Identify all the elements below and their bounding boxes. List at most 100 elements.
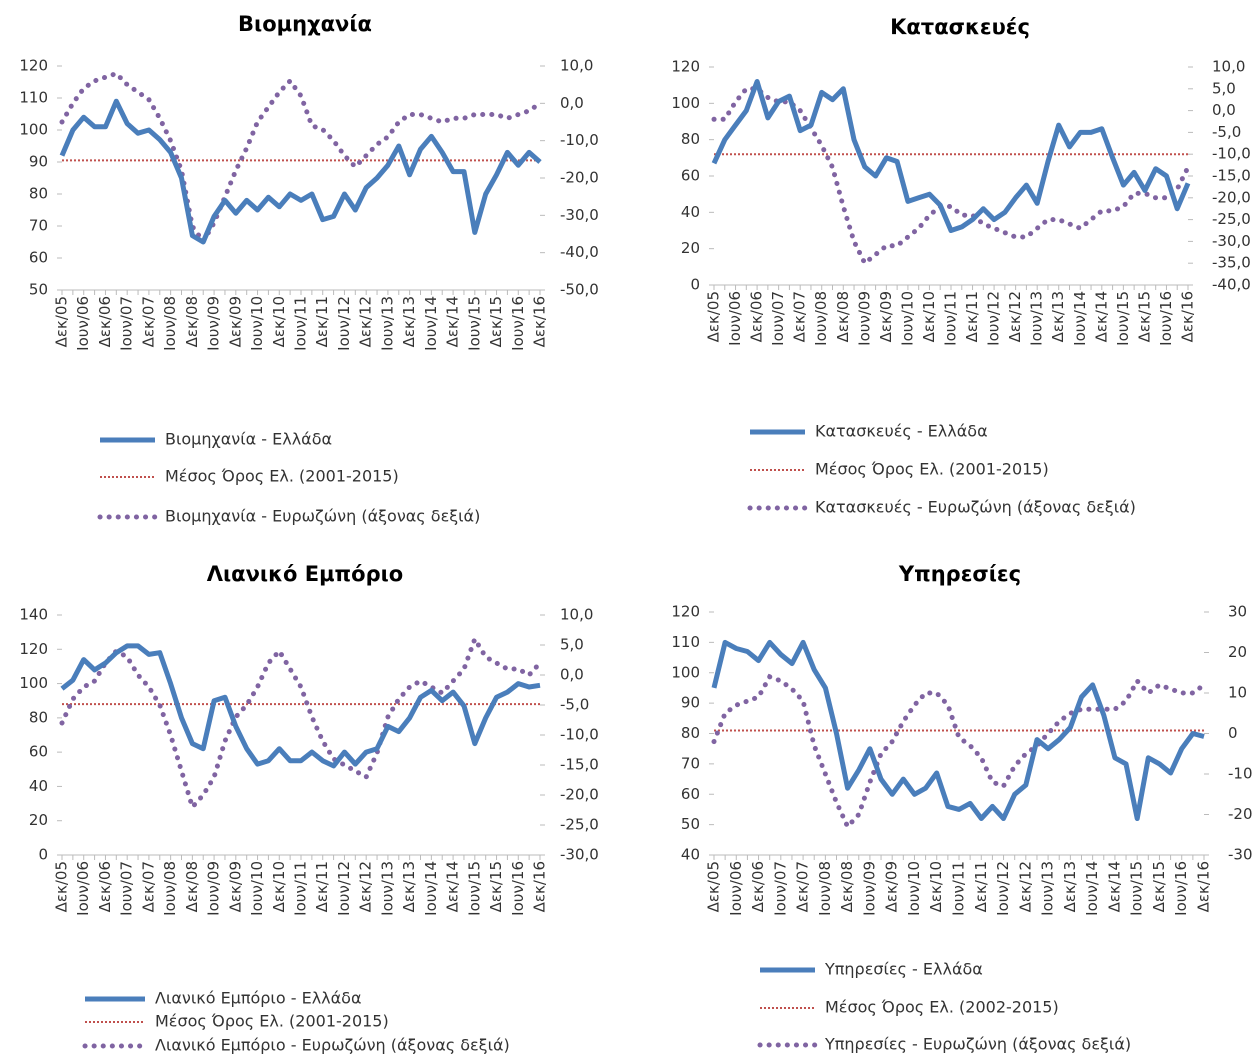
chart-title: Λιανικό Εμπόριο xyxy=(207,562,404,586)
y-tick-label: 90 xyxy=(681,694,700,712)
series-line xyxy=(59,633,543,812)
x-tick-label: Δεκ/06 xyxy=(96,296,114,347)
x-tick-label: Δεκ/13 xyxy=(400,861,418,912)
x-tick-label: Δεκ/10 xyxy=(920,291,938,342)
x-tick-label: Ιουν/11 xyxy=(292,861,310,916)
x-tick-label: Δεκ/13 xyxy=(1061,861,1079,912)
series-line xyxy=(711,639,1205,821)
chart-title: Βιομηχανία xyxy=(238,12,372,36)
y-tick-label: 110 xyxy=(19,89,48,107)
x-tick-label: Ιουν/16 xyxy=(1172,861,1190,916)
x-tick-label: Δεκ/12 xyxy=(1016,861,1034,912)
x-tick-label: Ιουν/13 xyxy=(1028,291,1046,346)
y2-tick-label: 0,0 xyxy=(560,94,584,112)
y2-tick-label: -10,0 xyxy=(560,131,599,149)
x-tick-label: Ιουν/06 xyxy=(74,861,92,916)
y-tick-label: 110 xyxy=(671,633,700,651)
x-tick-label: Δεκ/15 xyxy=(487,861,505,912)
x-tick-label: Δεκ/14 xyxy=(1092,291,1110,342)
legend-label: Υπηρεσίες - Ευρωζώνη (άξονας δεξιά) xyxy=(824,1035,1131,1054)
y-tick-label: 20 xyxy=(29,811,48,829)
y2-tick-label: -30 xyxy=(1228,846,1253,864)
x-tick-label: Ιουν/16 xyxy=(1157,291,1175,346)
x-tick-label: Δεκ/07 xyxy=(794,861,812,912)
legend-label: Βιομηχανία - Ελλάδα xyxy=(165,430,332,449)
y-tick-label: 60 xyxy=(681,785,700,803)
x-tick-label: Ιουν/11 xyxy=(292,296,310,351)
x-tick-label: Ιουν/14 xyxy=(1083,861,1101,916)
chart-title: Υπηρεσίες xyxy=(898,562,1021,586)
x-tick-label: Ιουν/07 xyxy=(769,291,787,346)
series-line xyxy=(711,673,1207,832)
y2-tick-label: -20,0 xyxy=(560,786,599,804)
x-tick-label: Δεκ/05 xyxy=(705,861,723,912)
y-tick-label: 100 xyxy=(671,663,700,681)
y-tick-label: 70 xyxy=(29,217,48,235)
x-tick-label: Ιουν/10 xyxy=(248,296,266,351)
x-tick-label: Δεκ/10 xyxy=(270,296,288,347)
x-tick-label: Δεκ/06 xyxy=(96,861,114,912)
y-tick-label: 100 xyxy=(671,94,700,112)
y2-tick-label: -15,0 xyxy=(560,756,599,774)
x-tick-label: Δεκ/07 xyxy=(139,861,157,912)
chart-panel: Υπηρεσίες 40 50 60 70 80 90 100 110 120 -30 -20 -10 0… xyxy=(671,562,1252,1054)
x-tick-label: Δεκ/05 xyxy=(53,861,71,912)
x-tick-label: Δεκ/14 xyxy=(1105,861,1123,912)
x-tick-label: Ιουν/12 xyxy=(335,296,353,351)
x-tick-label: Ιουν/10 xyxy=(905,861,923,916)
x-tick-label: Δεκ/08 xyxy=(183,296,201,347)
y-tick-label: 60 xyxy=(29,743,48,761)
x-tick-label: Δεκ/16 xyxy=(531,861,549,912)
x-tick-label: Δεκ/13 xyxy=(400,296,418,347)
x-tick-label: Δεκ/12 xyxy=(357,296,375,347)
y2-tick-label: -40,0 xyxy=(560,243,599,261)
y-tick-label: 0 xyxy=(38,846,48,864)
y2-tick-label: -30,0 xyxy=(1212,232,1251,250)
series-line xyxy=(711,79,1191,233)
x-tick-label: Ιουν/12 xyxy=(994,861,1012,916)
legend-label: Λιανικό Εμπόριο - Ελλάδα xyxy=(155,989,362,1008)
y-tick-label: 40 xyxy=(681,846,700,864)
y2-tick-label: 0 xyxy=(1228,724,1238,742)
legend-label: Υπηρεσίες - Ελλάδα xyxy=(824,960,983,979)
y-tick-label: 80 xyxy=(681,130,700,148)
chart-panel: Κατασκευές 0 20 40 60 80 100 120 -40,0 -35,0 -30,0… xyxy=(671,15,1250,517)
y2-tick-label: 0,0 xyxy=(560,666,584,684)
x-tick-label: Ιουν/15 xyxy=(1128,861,1146,916)
x-tick-label: Δεκ/15 xyxy=(487,296,505,347)
x-tick-label: Δεκ/06 xyxy=(748,291,766,342)
x-tick-label: Δεκ/09 xyxy=(226,296,244,347)
x-tick-label: Ιουν/09 xyxy=(855,291,873,346)
legend-label: Κατασκευές - Ευρωζώνη (άξονας δεξιά) xyxy=(815,498,1136,517)
x-tick-label: Δεκ/12 xyxy=(357,861,375,912)
x-tick-label: Ιουν/13 xyxy=(378,861,396,916)
y2-tick-label: -10 xyxy=(1228,765,1253,783)
y-tick-label: 120 xyxy=(671,58,700,76)
x-tick-label: Δεκ/14 xyxy=(444,861,462,912)
x-tick-label: Δεκ/14 xyxy=(444,296,462,347)
legend-label: Μέσος Όρος Ελ. (2001-2015) xyxy=(155,1012,389,1031)
x-tick-label: Δεκ/10 xyxy=(927,861,945,912)
x-tick-label: Δεκ/08 xyxy=(834,291,852,342)
x-tick-label: Δεκ/11 xyxy=(313,861,331,912)
y-tick-label: 40 xyxy=(29,777,48,795)
y2-tick-label: -5,0 xyxy=(560,696,589,714)
y2-tick-label: 5,0 xyxy=(560,636,584,654)
x-tick-label: Δεκ/11 xyxy=(972,861,990,912)
y2-tick-label: -20 xyxy=(1228,805,1253,823)
y2-tick-label: -50,0 xyxy=(560,281,599,299)
y2-tick-label: 0,0 xyxy=(1212,101,1236,119)
x-tick-label: Δεκ/13 xyxy=(1049,291,1067,342)
y-tick-label: 120 xyxy=(19,640,48,658)
y2-tick-label: -20,0 xyxy=(1212,188,1251,206)
x-tick-label: Δεκ/11 xyxy=(963,291,981,342)
x-tick-label: Ιουν/09 xyxy=(205,861,223,916)
y-tick-label: 40 xyxy=(681,203,700,221)
x-tick-label: Δεκ/09 xyxy=(877,291,895,342)
x-tick-label: Ιουν/16 xyxy=(509,296,527,351)
x-tick-label: Ιουν/13 xyxy=(378,296,396,351)
y2-tick-label: 10,0 xyxy=(560,57,593,75)
x-tick-label: Ιουν/08 xyxy=(812,291,830,346)
legend-label: Κατασκευές - Ελλάδα xyxy=(815,422,988,441)
